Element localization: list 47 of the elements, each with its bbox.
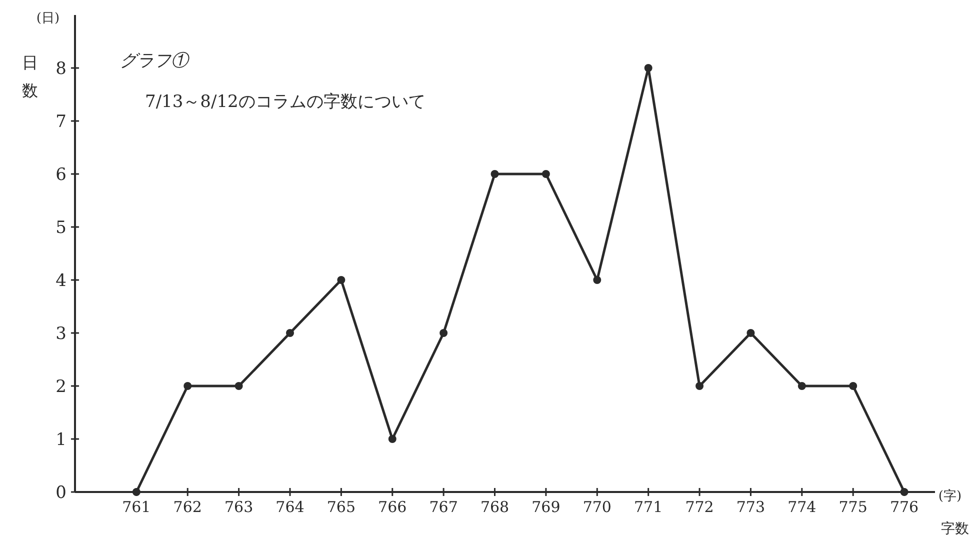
x-tick-label: 772	[685, 498, 714, 516]
point	[798, 382, 806, 390]
point	[132, 488, 140, 496]
x-tick-label: 773	[736, 498, 766, 516]
y-tick-label: 1	[56, 430, 66, 450]
x-tick-label: 767	[429, 498, 458, 516]
x-tick-label: 771	[634, 498, 663, 516]
x-tick-label: 770	[582, 498, 612, 516]
x-tick-label: 761	[122, 498, 151, 516]
point	[337, 276, 346, 284]
point	[490, 170, 499, 178]
point	[388, 435, 396, 443]
text: 7/13～8/12のコラムの字数について	[145, 92, 426, 112]
x-tick-label: 768	[480, 498, 510, 516]
x-tick-label: 776	[890, 498, 919, 516]
point	[644, 64, 652, 72]
point	[286, 329, 294, 337]
x-tick-label: 774	[788, 498, 816, 516]
point	[696, 382, 704, 390]
y-tick-label: 7	[56, 112, 66, 132]
point	[900, 488, 908, 496]
x-tick-label: 765	[326, 498, 356, 516]
y-axis-title: 日数	[22, 53, 38, 100]
point	[440, 329, 448, 337]
point	[849, 382, 858, 390]
x-tick-label: 764	[276, 498, 304, 516]
x-tick-label: 775	[838, 498, 868, 516]
point	[234, 382, 243, 390]
y-tick-label: 3	[56, 324, 66, 344]
x-tick-label: 762	[173, 498, 202, 516]
text: (字)	[938, 488, 962, 504]
y-tick-label: 0	[56, 483, 66, 503]
text: (日)	[36, 11, 60, 26]
text: グラフ①	[120, 51, 190, 71]
point	[593, 276, 602, 284]
y-tick-label: 5	[56, 218, 66, 238]
x-tick-label: 763	[224, 498, 254, 516]
y-tick-label: 8	[56, 59, 66, 79]
x-tick-label: 766	[378, 498, 407, 516]
y-tick-label: 6	[56, 165, 66, 185]
y-tick-label: 2	[56, 377, 66, 397]
point	[746, 329, 755, 337]
point	[542, 170, 550, 178]
y-tick-label: 4	[56, 271, 66, 291]
x-tick-label: 769	[532, 498, 560, 516]
point	[184, 382, 192, 390]
x-axis-title: 字数	[941, 521, 969, 537]
